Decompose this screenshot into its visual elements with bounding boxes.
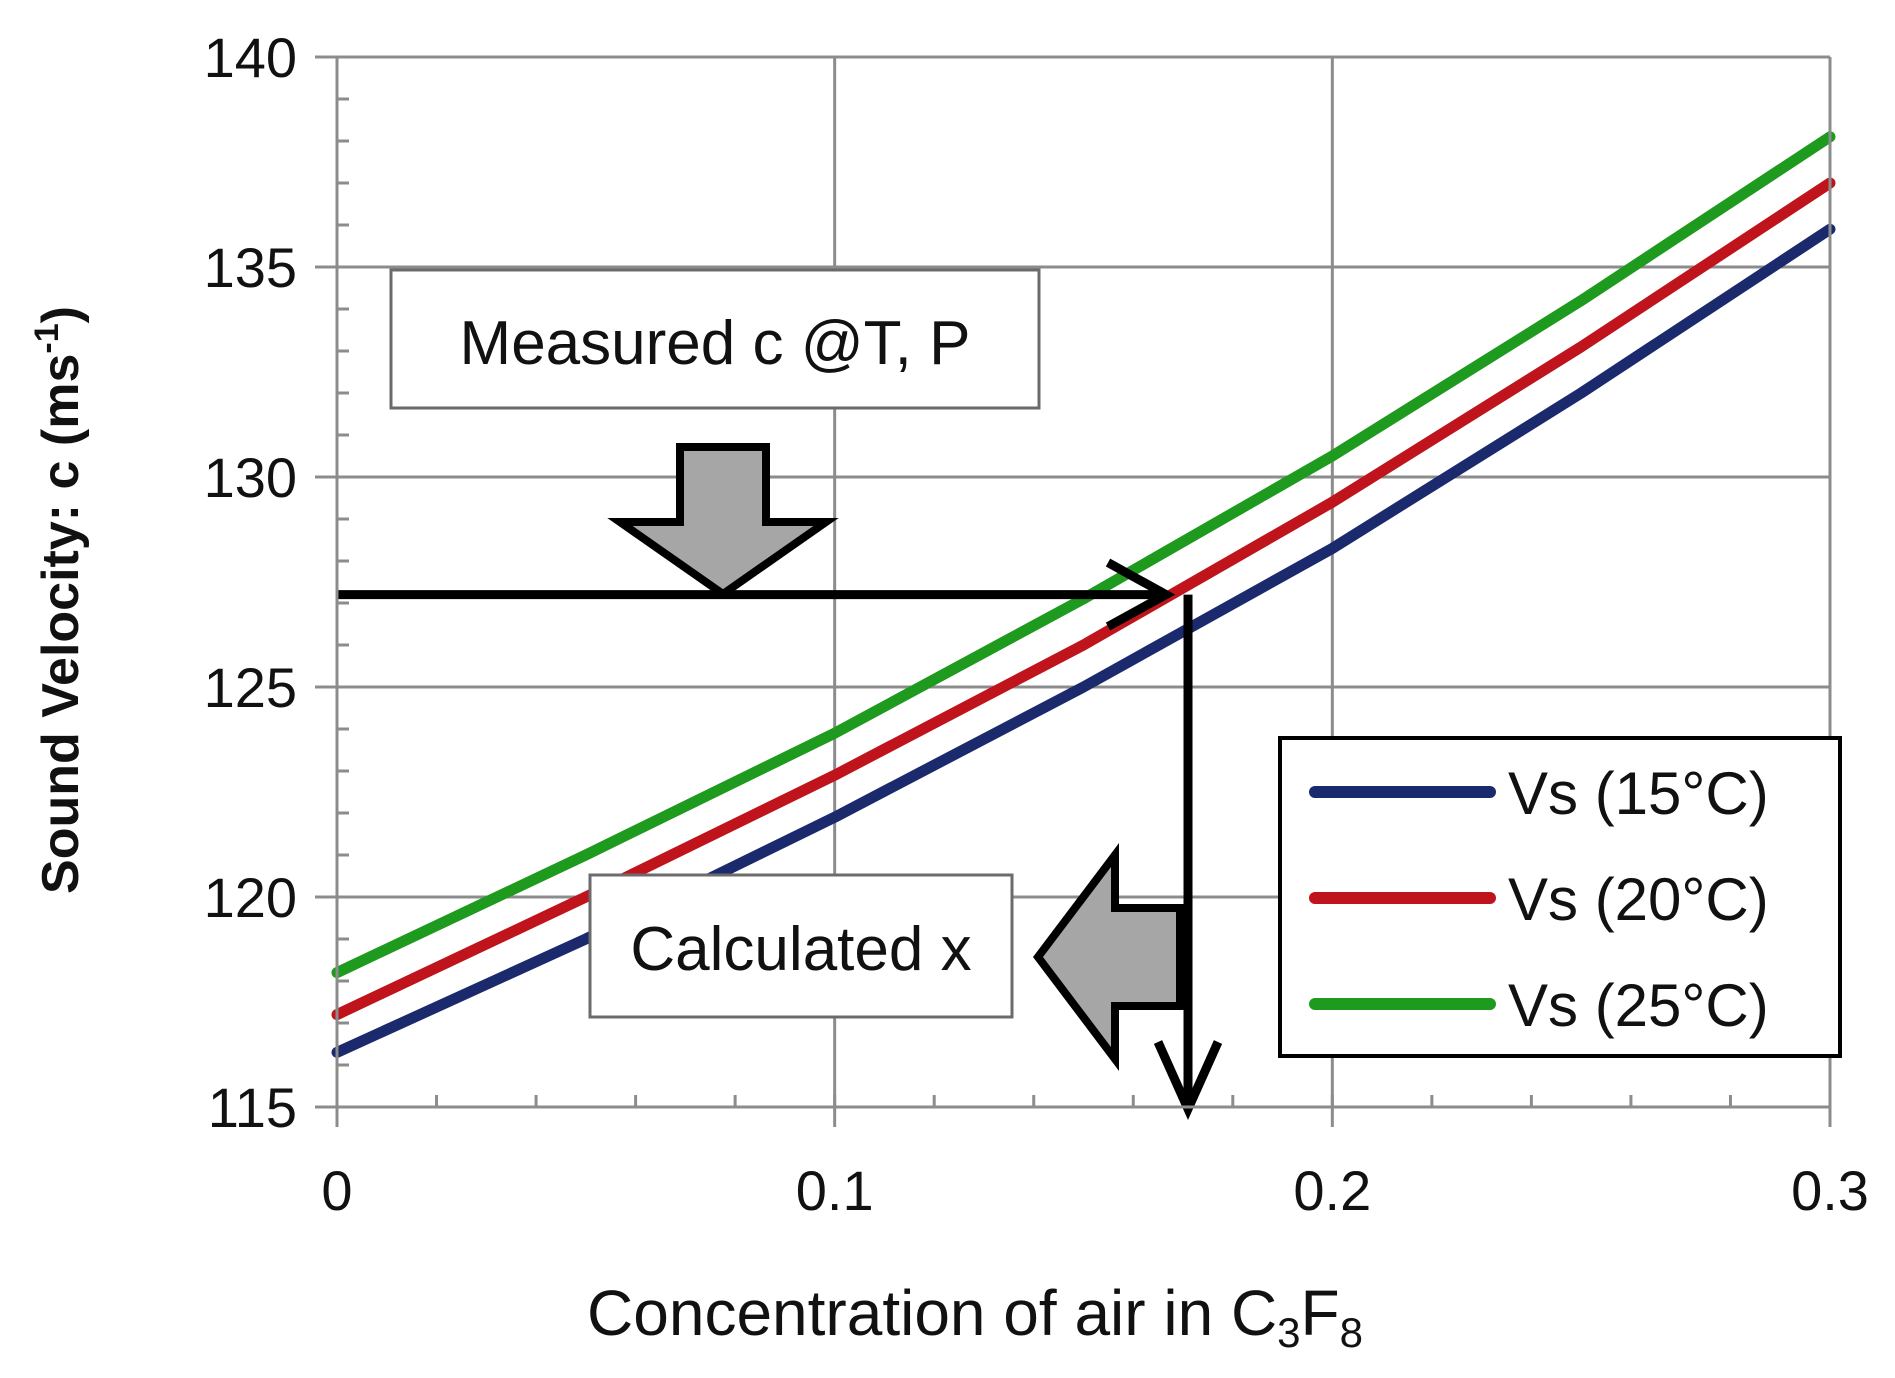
legend-label-2: Vs (25°C) [1508, 972, 1769, 1039]
y-tick-label-5: 140 [204, 26, 297, 89]
x-tick-label-3: 0.3 [1791, 1159, 1869, 1222]
y-tick-label-1: 120 [204, 866, 297, 929]
x-axis-label-sub2: 8 [1340, 1309, 1363, 1356]
y-tick-label-4: 135 [204, 236, 297, 299]
y-tick-label-3: 130 [204, 446, 297, 509]
x-tick-label-1: 0.1 [796, 1159, 874, 1222]
calculated-label-text: Calculated x [630, 915, 971, 984]
series-line-0 [331, 223, 1836, 1058]
series-line-1 [331, 177, 1836, 1021]
x-axis-label-sub1: 3 [1277, 1309, 1300, 1356]
left-block-arrow [1032, 843, 1184, 1071]
legend-label-0: Vs (15°C) [1508, 760, 1769, 827]
legend-label-1: Vs (20°C) [1508, 866, 1769, 933]
calculated-label-box [588, 873, 1014, 1019]
x-axis-label-prefix: Concentration of air in C [587, 1277, 1277, 1349]
legend: Vs (15°C) Vs (20°C) Vs (25°C) [1278, 736, 1842, 1058]
x-tick-label-0: 0 [321, 1159, 352, 1222]
calculated-arrow-head [1153, 1040, 1223, 1121]
y-axis-label: Sound Velocity: c (ms-1) [28, 306, 90, 894]
measured-label-text: Measured c @T, P [460, 309, 971, 378]
x-tick-label-2: 0.2 [1293, 1159, 1371, 1222]
x-axis-label-mid: F [1301, 1277, 1340, 1349]
y-axis-label-close: ) [32, 306, 90, 323]
measured-label-box [389, 268, 1041, 410]
x-axis-label: Concentration of air in C3F8 [587, 1277, 1363, 1356]
annotations: Measured c @T, P Calculated x [337, 268, 1223, 1121]
y-axis-label-main: Sound Velocity: c (ms [32, 354, 90, 894]
measured-arrow-head [1105, 558, 1176, 631]
y-axis-label-sup: -1 [28, 323, 66, 353]
y-tick-label-2: 125 [204, 656, 297, 719]
tick-labels: 115 120 125 130 135 140 0 0.1 0.2 0.3 [204, 26, 1869, 1222]
y-tick-label-0: 115 [208, 1076, 297, 1139]
down-block-arrow [607, 443, 839, 599]
